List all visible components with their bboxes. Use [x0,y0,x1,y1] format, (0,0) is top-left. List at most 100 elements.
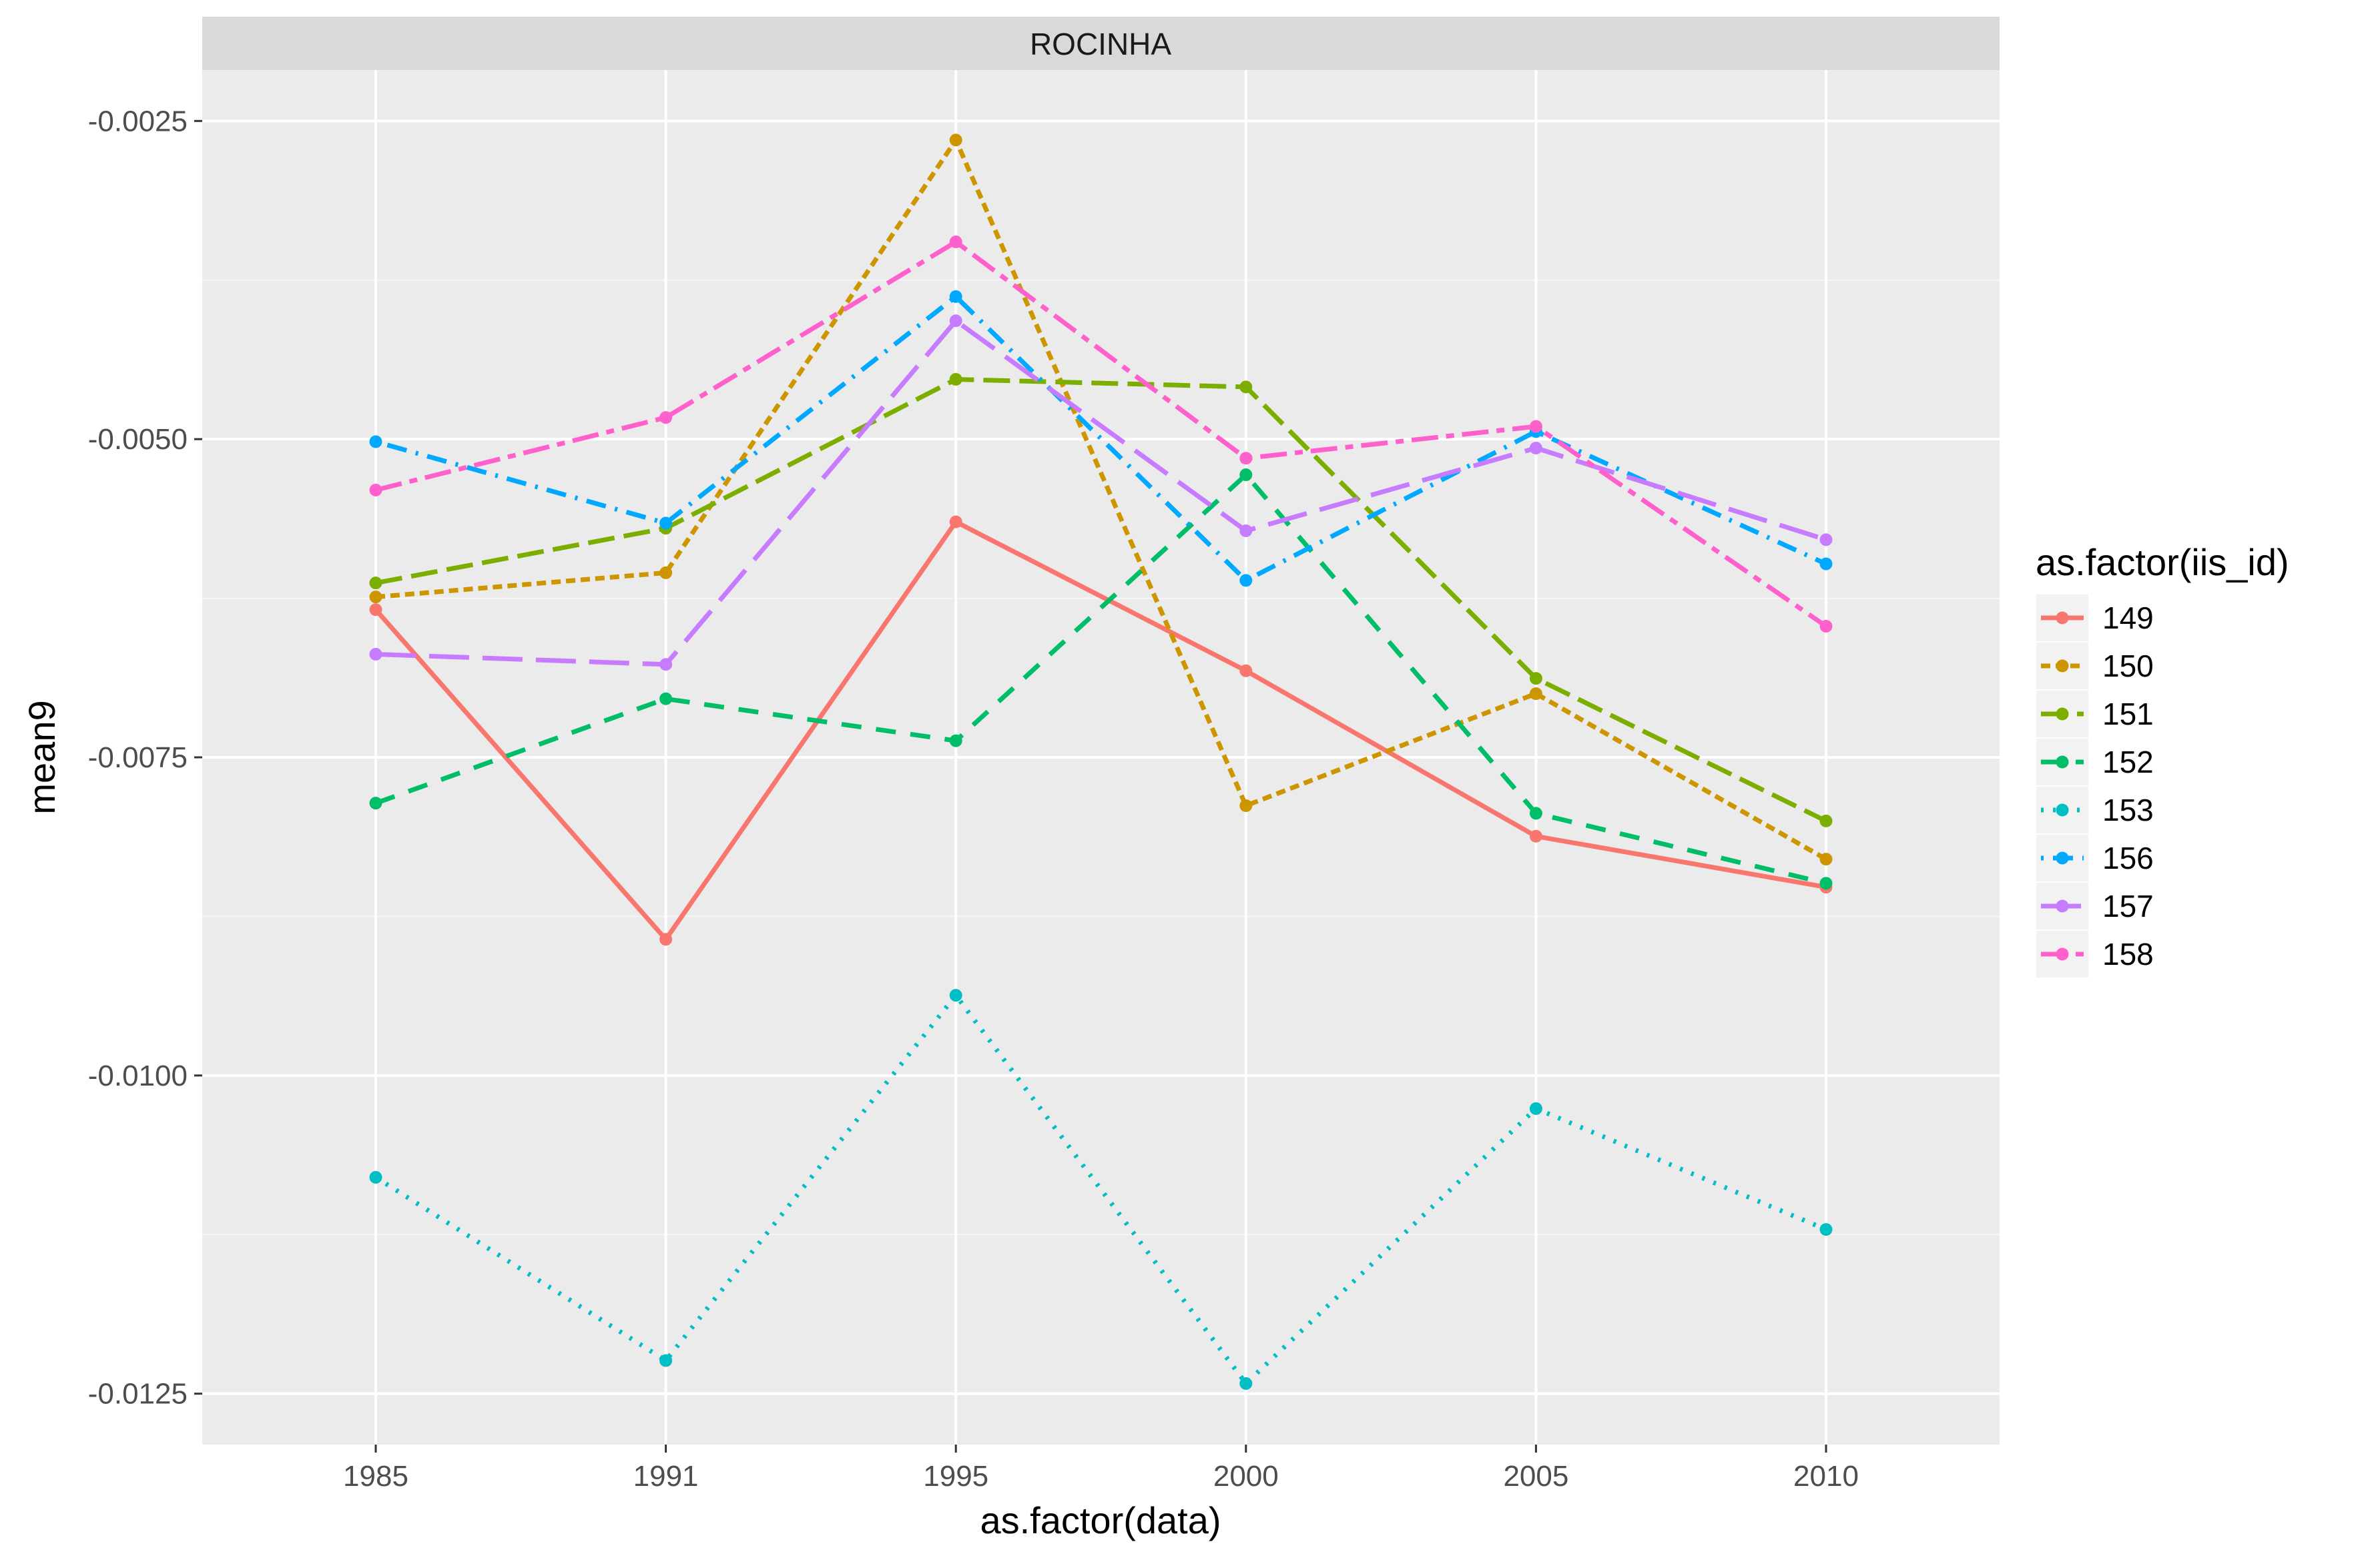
data-point [659,566,673,579]
data-point [1239,524,1253,537]
series-150 [369,133,1833,866]
x-tick-label: 1985 [343,1460,408,1493]
x-axis-title: as.factor(data) [980,1499,1221,1541]
legend-key-point [2056,707,2069,721]
x-tick-label: 2010 [1793,1460,1859,1493]
legend-key-point [2056,851,2069,865]
data-point [369,576,382,590]
data-point [1239,574,1253,587]
legend-item: 149 [2035,593,2154,643]
data-point [949,373,962,386]
data-point [1819,557,1833,570]
data-point [1529,442,1542,454]
facet-strip-label: ROCINHA [1030,27,1171,61]
y-axis: -0.0125 -0.0100 -0.0075 -0.0050 -0.0025 [88,105,202,1411]
data-point [1529,687,1542,701]
data-point [949,314,962,328]
series-line-150 [375,137,1827,861]
series-line-158 [375,240,1827,629]
y-tick-label: -0.0100 [88,1060,188,1092]
data-point [659,1354,673,1367]
data-point [949,290,962,304]
legend-items: 149 150 151 152 153 156 157 158 [2035,593,2154,979]
data-point [1529,1102,1542,1115]
series-line-149 [374,519,1827,942]
y-tick-label: -0.0025 [88,105,188,137]
data-point [1819,1223,1833,1236]
data-point [949,236,962,248]
x-tick-label: 1991 [633,1460,699,1493]
series-line-157 [375,318,1827,667]
data-point [369,591,382,604]
x-tick-label: 2005 [1503,1460,1568,1493]
series-line-151 [375,377,1827,823]
legend-key-point [2056,611,2069,625]
data-point [1529,807,1542,820]
y-tick-label: -0.0050 [88,423,188,456]
x-tick-label: 1995 [923,1460,988,1493]
legend-label: 158 [2102,937,2154,972]
legend-key-point [2056,899,2069,913]
data-point [1529,672,1542,685]
legend-key-point [2056,803,2069,817]
data-point [659,658,673,671]
data-point [1239,452,1253,465]
data-point [1239,799,1253,812]
legend-item: 158 [2035,929,2154,979]
data-point [1819,814,1833,827]
legend-label: 156 [2102,841,2154,875]
facet-strip [202,17,2000,70]
y-tick-label: -0.0075 [88,741,188,774]
y-tick-label: -0.0125 [88,1378,188,1411]
y-axis-title: mean9 [21,700,63,814]
legend-item: 152 [2035,737,2154,787]
legend-item: 156 [2035,833,2154,883]
legend-key-point [2056,659,2069,673]
x-tick-label: 2000 [1213,1460,1279,1493]
data-point [1819,533,1833,546]
legend-label: 150 [2102,649,2154,683]
data-point [1819,853,1833,866]
series-151 [369,373,1833,827]
data-point [369,648,382,661]
series-158 [369,236,1833,633]
data-point [1819,620,1833,633]
data-point [1239,468,1253,482]
data-point [949,989,962,1002]
legend-label: 151 [2102,697,2154,731]
data-point [659,692,673,705]
data-point [659,933,673,946]
data-point [369,797,382,810]
legend-title: as.factor(iis_id) [2036,541,2289,583]
data-point [659,411,673,424]
series-157 [369,314,1833,671]
legend-label: 157 [2102,889,2154,923]
legend: as.factor(iis_id) 1491501511521531561571… [2035,541,2289,979]
legend-label: 152 [2102,745,2154,779]
data-point [1239,380,1253,394]
x-axis: 1985 1991 1995 2000 2005 2010 [343,1445,1859,1493]
data-point [369,1170,382,1184]
series-line-152 [374,472,1827,886]
legend-label: 149 [2102,601,2154,635]
legend-key-point [2056,947,2069,961]
data-point [949,133,962,147]
data-point [1239,1377,1253,1390]
data-point [369,483,382,496]
data-point [1819,877,1833,890]
data-point [369,435,382,448]
data-point [1239,664,1253,677]
data-point [659,516,673,530]
series-layer [369,133,1833,1390]
legend-item: 151 [2035,689,2154,739]
data-point [949,515,962,528]
legend-label: 153 [2102,793,2154,827]
legend-key-point [2056,755,2069,769]
data-point [949,734,962,747]
series-153 [369,989,1833,1390]
legend-item: 153 [2035,785,2154,835]
series-152 [369,468,1833,890]
data-point [369,603,382,617]
data-point [1529,829,1542,843]
